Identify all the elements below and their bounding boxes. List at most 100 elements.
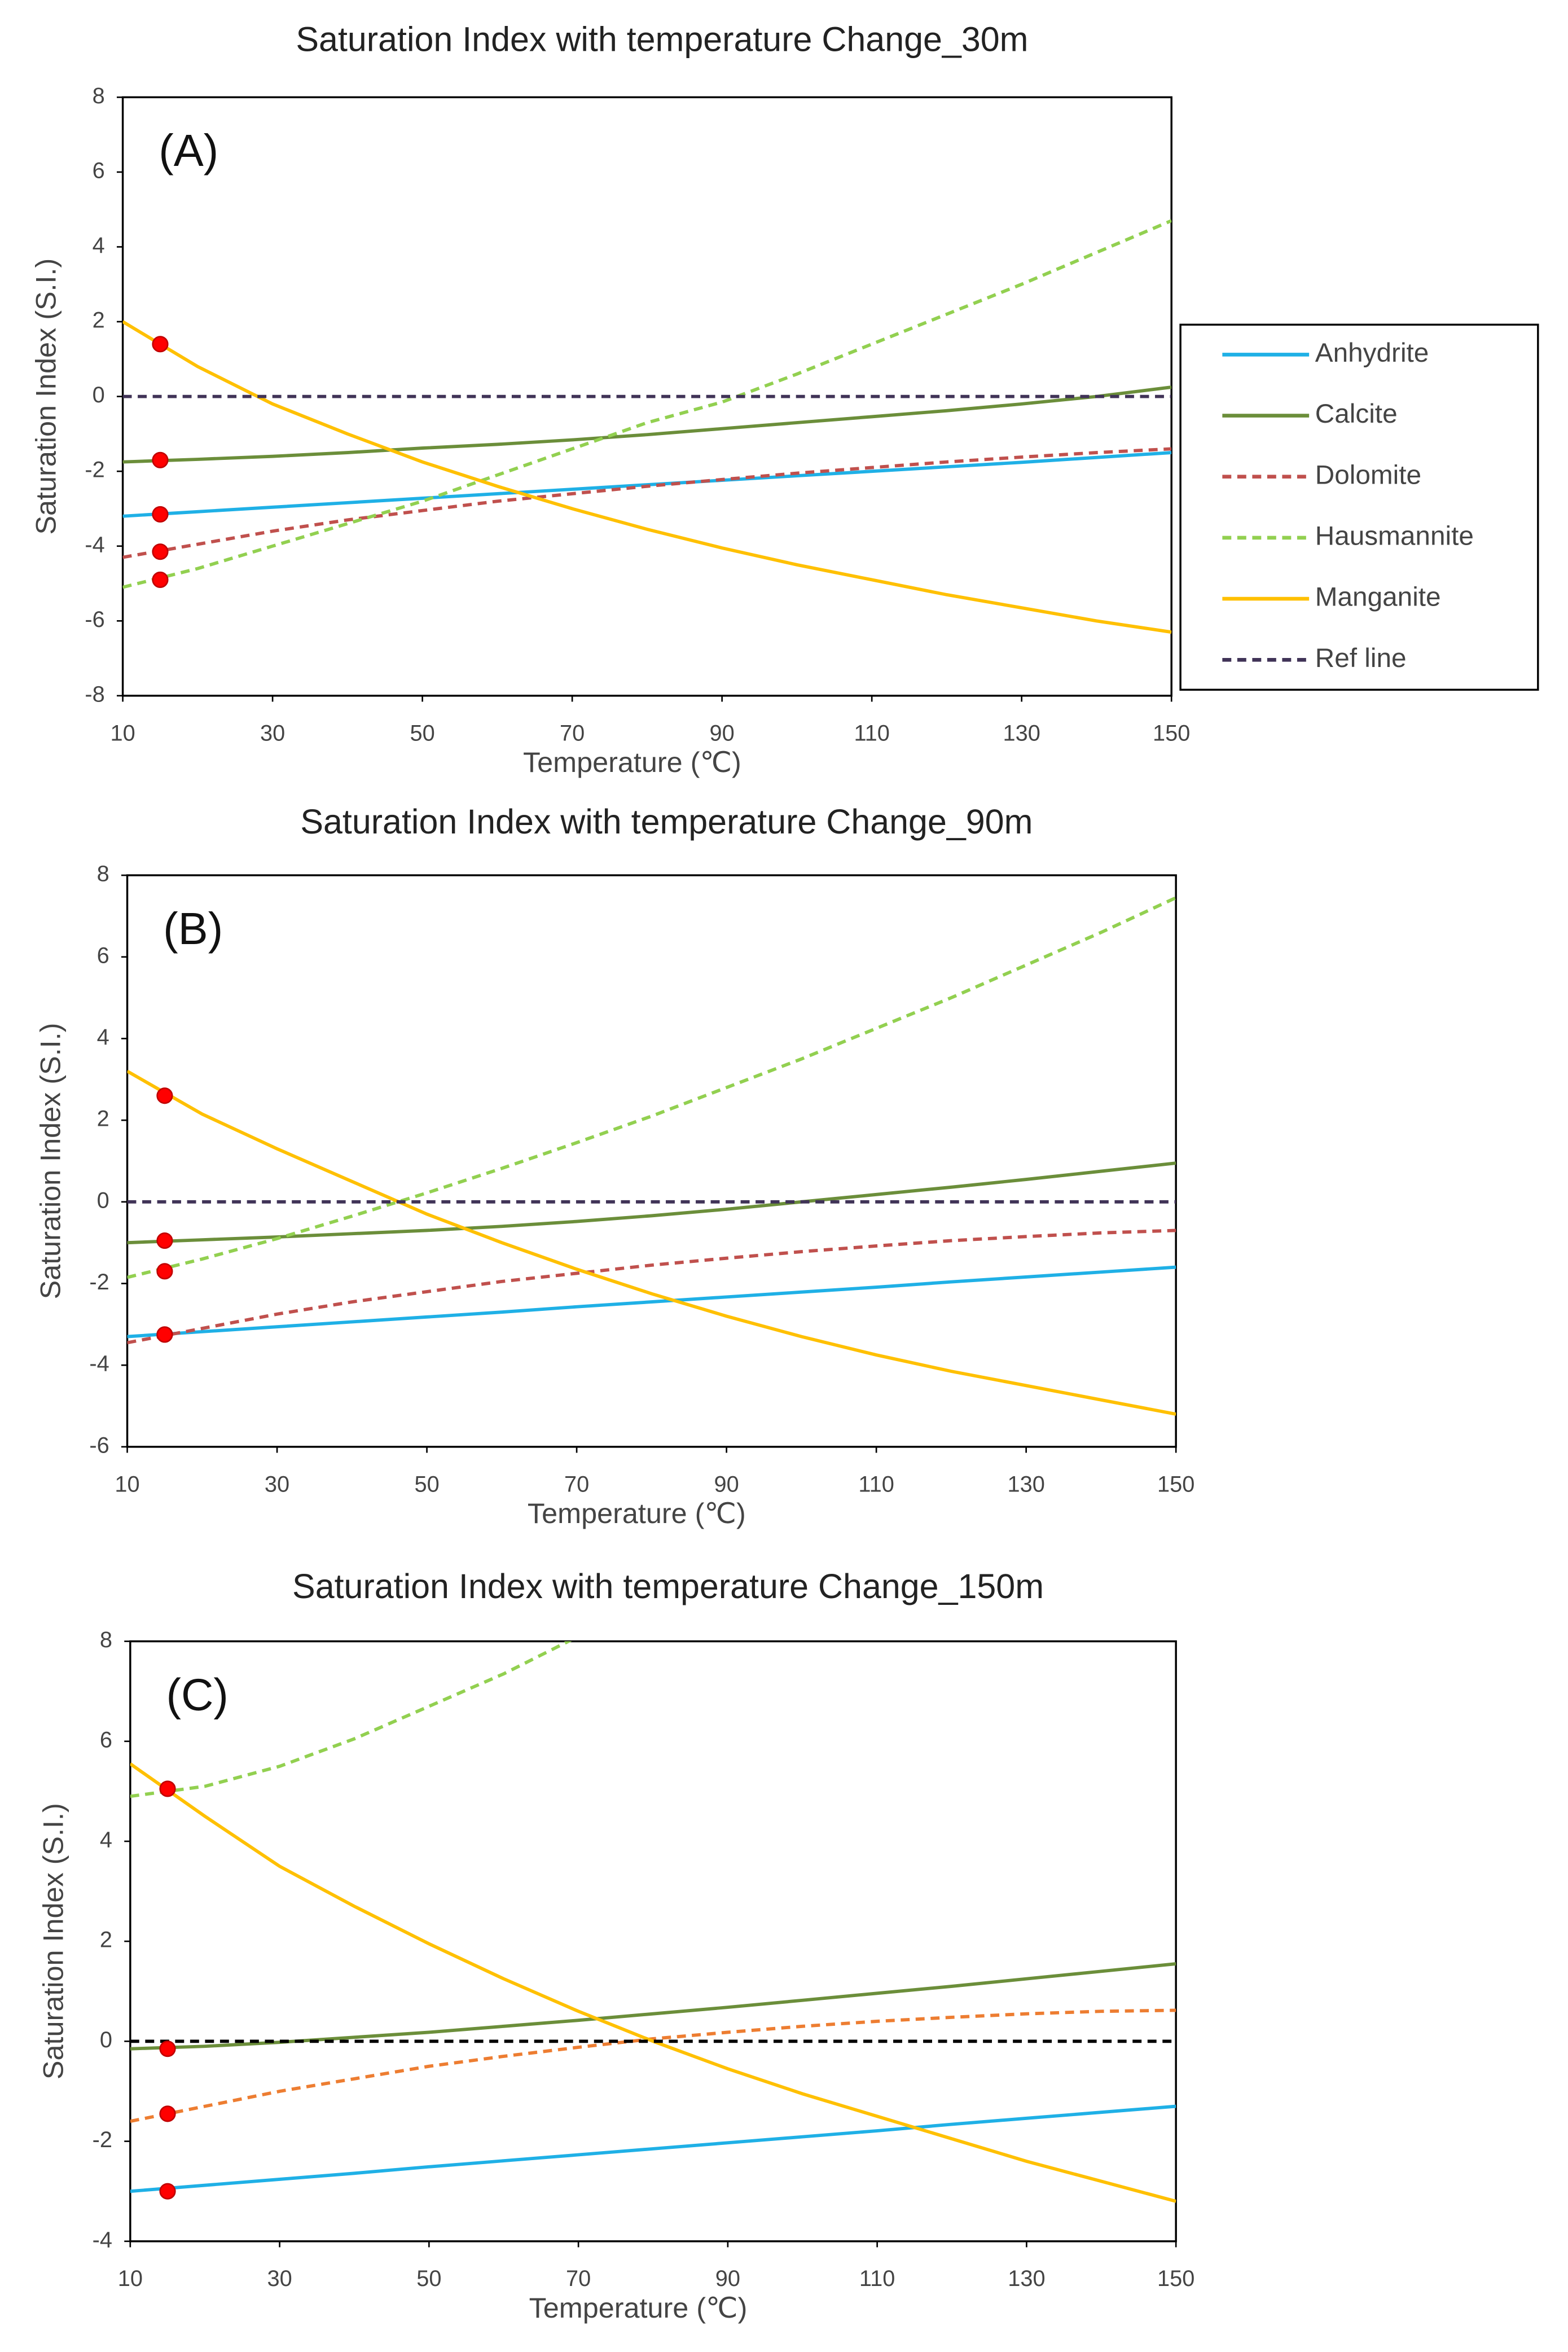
data-point: [152, 336, 169, 353]
series-line: [130, 1641, 572, 1798]
data-point: [156, 1263, 173, 1280]
series-line: [122, 320, 1172, 634]
panel-label: (C): [166, 1669, 228, 1719]
legend-label: Ref line: [1315, 643, 1407, 673]
series-line: [130, 2104, 1176, 2193]
series-line: [127, 1161, 1176, 1245]
y-tick-label: 2: [97, 1107, 109, 1131]
y-axis-label: Saturation Index (S.I.): [29, 258, 62, 535]
x-tick-label: 90: [710, 721, 735, 745]
chart-title: Saturation Index with temperature Change…: [300, 802, 1033, 841]
x-tick-label: 50: [410, 721, 435, 745]
x-tick-label: 150: [1157, 2266, 1194, 2291]
y-tick-label: 0: [97, 1188, 109, 1213]
y-tick-label: -4: [89, 1351, 109, 1376]
x-tick-label: 90: [715, 2266, 740, 2291]
series-line: [122, 385, 1172, 464]
series-line: [127, 1069, 1176, 1416]
series-line: [127, 1228, 1176, 1345]
y-tick-label: -2: [89, 1270, 109, 1295]
y-tick-label: 4: [100, 1827, 112, 1852]
panel-label: (A): [159, 125, 218, 175]
x-tick-label: 10: [110, 721, 135, 745]
legend-label: Dolomite: [1315, 460, 1421, 490]
panel-label: (B): [163, 903, 223, 954]
legend-label: Hausmannite: [1315, 521, 1474, 551]
y-tick-label: 2: [100, 1928, 112, 1952]
y-tick-label: -6: [89, 1433, 109, 1458]
y-tick-label: -4: [85, 532, 104, 557]
data-point: [156, 1087, 173, 1104]
data-point: [152, 571, 169, 588]
legend-label: Anhydrite: [1315, 338, 1429, 368]
x-tick-label: 10: [115, 1472, 139, 1497]
plot-area: [122, 219, 1172, 634]
series-line: [122, 447, 1172, 559]
x-tick-label: 110: [859, 2266, 895, 2291]
y-tick-label: 6: [100, 1727, 112, 1752]
y-tick-label: 0: [100, 2028, 112, 2052]
legend-label: Manganite: [1315, 582, 1441, 612]
y-tick-label: 6: [93, 158, 105, 183]
y-tick-label: 2: [93, 308, 105, 333]
series-line: [130, 1762, 1176, 2203]
y-axis-label: Saturation Index (S.I.): [37, 1803, 69, 2079]
x-tick-label: 70: [566, 2266, 591, 2291]
x-tick-label: 110: [858, 1472, 894, 1497]
data-point: [159, 2183, 176, 2200]
legend-label: Calcite: [1315, 399, 1398, 429]
x-tick-label: 130: [1007, 1472, 1044, 1497]
data-point: [152, 451, 169, 468]
y-tick-label: 4: [97, 1025, 109, 1050]
x-tick-label: 70: [560, 721, 585, 745]
x-tick-label: 70: [564, 1472, 589, 1497]
plot-frame: [126, 874, 1177, 1448]
x-tick-label: 10: [118, 2266, 143, 2291]
x-tick-label: 90: [714, 1472, 739, 1497]
x-tick-label: 30: [265, 1472, 289, 1497]
y-tick-label: -8: [85, 682, 104, 707]
x-axis-label: Temperature (℃): [528, 1497, 746, 1529]
plot-area: [127, 896, 1176, 1416]
y-tick-label: -6: [85, 607, 104, 632]
data-point: [156, 1232, 173, 1249]
y-tick-label: -4: [93, 2227, 112, 2252]
data-point: [159, 1780, 176, 1797]
x-axis-label: Temperature (℃): [523, 746, 741, 778]
x-tick-label: 30: [267, 2266, 292, 2291]
x-axis-label: Temperature (℃): [529, 2292, 748, 2324]
chart: Saturation Index with temperature Change…: [37, 1567, 1195, 2324]
data-point: [159, 2041, 176, 2057]
y-tick-label: 8: [100, 1627, 112, 1652]
legend-box: [1179, 323, 1539, 691]
x-tick-label: 50: [414, 1472, 439, 1497]
series-line: [127, 1265, 1176, 1339]
x-tick-label: 150: [1153, 721, 1190, 745]
x-tick-label: 50: [416, 2266, 441, 2291]
chart-title: Saturation Index with temperature Change…: [296, 20, 1028, 58]
series-line: [130, 1962, 1176, 2051]
y-tick-label: 8: [93, 84, 105, 108]
y-tick-label: -2: [93, 2127, 112, 2152]
series-line: [122, 451, 1172, 518]
plot-frame: [129, 1640, 1177, 2243]
data-point: [152, 506, 169, 523]
chart: Saturation Index with temperature Change…: [34, 802, 1194, 1529]
y-tick-label: -2: [85, 458, 104, 482]
x-tick-label: 130: [1008, 2266, 1045, 2291]
data-point: [156, 1326, 173, 1343]
chart: Saturation Index with temperature Change…: [29, 20, 1539, 778]
plot-area: [130, 1641, 1176, 2203]
x-tick-label: 150: [1157, 1472, 1194, 1497]
series-line: [130, 2008, 1176, 2123]
y-tick-label: 8: [97, 862, 109, 887]
x-tick-label: 110: [854, 721, 889, 745]
data-point: [152, 543, 169, 560]
series-line: [122, 219, 1172, 589]
x-tick-label: 130: [1003, 721, 1040, 745]
y-tick-label: 0: [93, 383, 105, 407]
series-line: [127, 896, 1176, 1279]
x-tick-label: 30: [260, 721, 285, 745]
data-point: [159, 2105, 176, 2122]
